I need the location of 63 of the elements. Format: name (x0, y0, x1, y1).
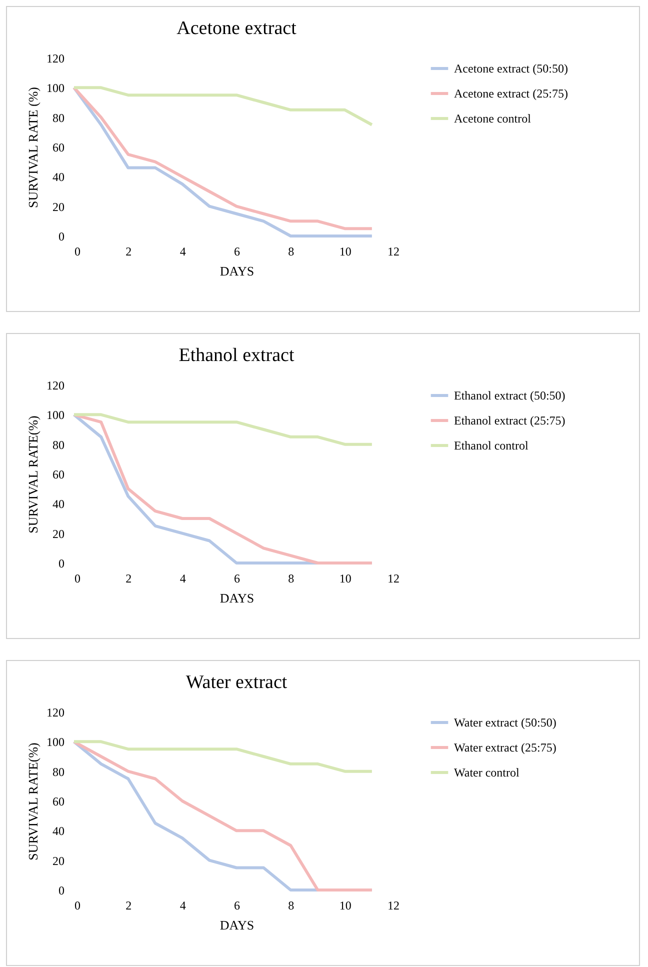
y-tick-label: 20 (52, 854, 64, 868)
legend-label: Ethanol extract (50:50) (454, 388, 566, 402)
y-tick-label: 120 (46, 378, 64, 392)
y-tick-label: 40 (52, 170, 64, 184)
legend-label: Ethanol extract (25:75) (454, 414, 566, 428)
chart-title: Ethanol extract (178, 345, 295, 366)
chart-title: Water extract (186, 672, 288, 693)
x-tick-label: 0 (74, 898, 80, 912)
x-tick-label: 8 (288, 572, 294, 586)
y-tick-label: 20 (52, 200, 64, 214)
y-tick-label: 0 (58, 884, 64, 898)
y-axis-title: SURVIVAL RATE (%) (26, 86, 40, 208)
y-tick-label: 60 (52, 140, 64, 154)
chart-title: Acetone extract (176, 18, 298, 39)
x-tick-label: 6 (234, 244, 240, 258)
y-tick-label: 100 (46, 81, 64, 96)
legend-label: Water extract (50:50) (454, 716, 556, 730)
legend-label: Water control (454, 766, 520, 780)
x-tick-label: 4 (180, 898, 186, 912)
line-series (72, 740, 374, 773)
x-tick-label: 8 (288, 898, 294, 912)
x-tick-label: 8 (288, 244, 294, 258)
line-series (72, 86, 374, 126)
y-tick-label: 0 (58, 230, 64, 244)
x-tick-label: 10 (339, 572, 352, 586)
y-tick-label: 120 (46, 706, 64, 720)
x-tick-label: 4 (180, 572, 186, 586)
y-tick-label: 0 (58, 556, 64, 570)
x-tick-label: 0 (74, 572, 80, 586)
x-axis-title: DAYS (220, 590, 254, 606)
x-tick-label: 6 (234, 572, 240, 586)
x-tick-label: 10 (339, 244, 352, 258)
legend-label: Acetone extract (50:50) (454, 62, 568, 76)
x-axis-title: DAYS (220, 918, 254, 932)
y-tick-label: 60 (52, 794, 64, 808)
y-tick-label: 80 (52, 438, 64, 452)
y-tick-label: 40 (52, 824, 64, 838)
y-tick-label: 40 (52, 497, 64, 512)
legend-label: Ethanol control (454, 438, 529, 452)
x-tick-label: 12 (388, 244, 400, 258)
x-axis-title: DAYS (220, 264, 254, 278)
y-axis-title: SURVIVAL RATE(%) (26, 416, 40, 534)
y-axis-title: SURVIVAL RATE(%) (26, 742, 40, 860)
y-tick-label: 80 (52, 110, 64, 125)
y-tick-label: 20 (52, 526, 64, 541)
y-tick-label: 100 (46, 408, 64, 422)
x-tick-label: 6 (234, 898, 240, 912)
x-tick-label: 2 (126, 572, 132, 586)
x-tick-label: 0 (74, 244, 80, 258)
x-tick-label: 2 (126, 898, 132, 912)
y-tick-label: 80 (52, 764, 64, 779)
legend-label: Acetone extract (25:75) (454, 86, 568, 100)
x-tick-label: 10 (339, 898, 352, 912)
line-series (72, 413, 374, 446)
legend-label: Water extract (25:75) (454, 740, 556, 754)
x-tick-label: 12 (388, 572, 400, 586)
y-tick-label: 100 (46, 735, 64, 750)
x-tick-label: 2 (126, 244, 132, 258)
x-tick-label: 12 (388, 898, 400, 912)
x-tick-label: 4 (180, 244, 186, 258)
y-tick-label: 60 (52, 468, 64, 482)
y-tick-label: 120 (46, 52, 64, 66)
legend-label: Acetone control (454, 112, 532, 126)
